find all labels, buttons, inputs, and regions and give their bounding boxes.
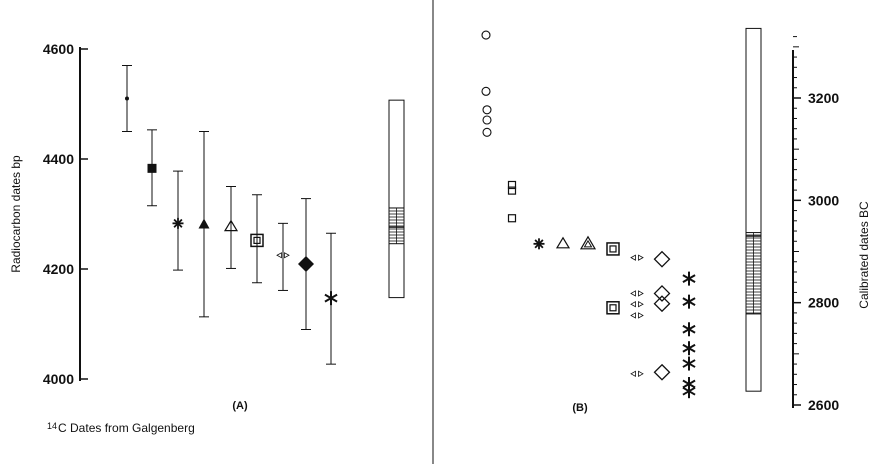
dot-marker <box>125 96 129 101</box>
panel-b-label: (B) <box>572 402 588 414</box>
asterisk-marker <box>682 384 696 399</box>
square-marker <box>507 214 517 223</box>
asterisk-marker <box>682 294 696 309</box>
square-marker <box>507 180 517 190</box>
panel-a-summary-bar <box>388 99 405 299</box>
panel-a-points <box>122 65 338 365</box>
small-arrows-marker <box>630 254 644 261</box>
asterisk-marker <box>682 356 696 371</box>
open-triangle-marker <box>555 236 571 249</box>
filled-diamond-marker <box>298 256 314 273</box>
error-bar <box>278 222 288 291</box>
open-triangle-marker <box>223 219 239 232</box>
caption-superscript: 14 <box>47 421 57 431</box>
boxed-square-marker <box>250 233 264 248</box>
panel-b-points <box>481 30 696 399</box>
diamond-marker <box>653 363 671 381</box>
summary-bar-outline <box>388 99 405 299</box>
square-marker <box>507 186 517 195</box>
panel-b-tick-label: 3000 <box>808 192 839 208</box>
circle-marker <box>482 115 492 125</box>
panel-a-label: (A) <box>232 400 248 412</box>
panel-b-tick-label: 2800 <box>808 295 839 311</box>
panel-b: 2600 2800 3000 3200 Calibrated dates BC (B) <box>481 27 871 414</box>
error-bar <box>226 186 236 269</box>
panel-b-tick-label: 2600 <box>808 397 839 413</box>
diamond-marker <box>653 250 671 268</box>
small-arrows-marker <box>630 312 644 319</box>
panel-b-tick-label: 3200 <box>808 90 839 106</box>
small-arrows-marker <box>630 370 644 377</box>
panel-a: 4000 4200 4400 4600 Radiocarbon dates bp (A… <box>9 41 405 435</box>
circle-marker <box>481 30 491 40</box>
circle-marker <box>481 86 491 96</box>
panel-a-tick-label: 4200 <box>43 261 74 277</box>
panel-a-y-ticks: 4000 4200 4400 4600 <box>43 41 88 387</box>
circle-marker <box>482 105 492 115</box>
panel-b-y-label: Calibrated dates BC <box>857 201 871 309</box>
star-marker <box>533 238 545 250</box>
boxed-square-marker <box>606 301 620 315</box>
panel-b-y-ticks: 2600 2800 3000 3200 <box>793 36 839 413</box>
asterisk-marker <box>682 271 696 286</box>
boxed-square-marker <box>606 242 620 256</box>
small-arrows-marker <box>630 301 644 308</box>
panel-b-summary-bar <box>745 27 762 392</box>
diamond-marker <box>653 285 671 302</box>
small-arrows-marker <box>276 252 290 259</box>
error-bar <box>252 194 262 284</box>
diamond-marker <box>653 295 671 313</box>
star-marker <box>172 217 184 229</box>
filled-triangle-marker <box>198 218 210 229</box>
filled-square-marker <box>147 163 157 173</box>
asterisk-marker <box>682 341 696 356</box>
small-arrows-marker <box>630 290 644 297</box>
panel-a-tick-label: 4400 <box>43 151 74 167</box>
asterisk-marker <box>324 291 338 306</box>
chart-caption: 14C Dates from Galgenberg <box>47 421 195 435</box>
summary-bar-outline <box>745 27 762 392</box>
panel-a-y-label: Radiocarbon dates bp <box>9 155 23 273</box>
panel-a-tick-label: 4600 <box>43 41 74 57</box>
panel-a-tick-label: 4000 <box>43 371 74 387</box>
boxed-triangle-marker <box>579 235 597 250</box>
circle-marker <box>482 127 492 137</box>
caption-main: C Dates from Galgenberg <box>58 421 195 435</box>
asterisk-marker <box>682 322 696 337</box>
